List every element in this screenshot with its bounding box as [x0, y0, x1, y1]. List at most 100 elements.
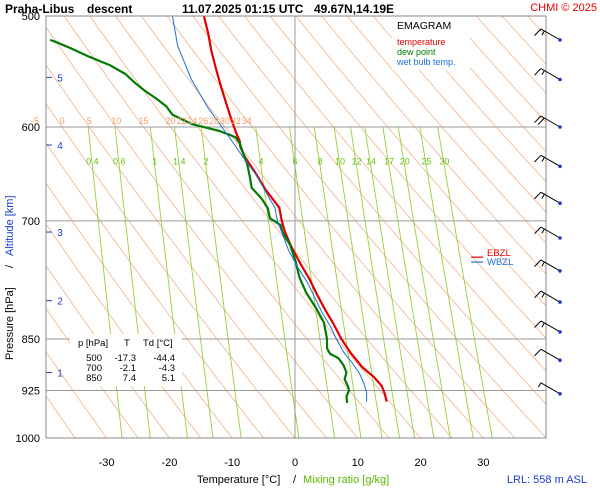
mixing-ratio-line: [174, 126, 214, 438]
dry-adiabat-label: 22: [176, 116, 186, 126]
y-axis-label-pressure: Pressure [hPa]: [4, 287, 16, 360]
dry-adiabat-label: 15: [138, 116, 148, 126]
dry-adiabat: [321, 16, 546, 275]
mixing-ratio-label: 6: [292, 156, 297, 166]
x-tick-label: 10: [352, 457, 364, 469]
mixing-ratio-label: 12: [352, 156, 362, 166]
x-axis-label-temperature: Temperature [°C]: [197, 474, 280, 486]
wind-barb-feather: [534, 68, 542, 76]
dry-adiabat-label: 32: [231, 116, 241, 126]
dry-adiabat: [63, 16, 390, 438]
legend-box: [392, 16, 470, 70]
y-tick-label: 1000: [16, 433, 40, 445]
x-tick-label: 20: [414, 457, 426, 469]
wind-barb-dot: [558, 269, 562, 273]
altitude-tick-label: 5: [57, 73, 63, 84]
y-tick-label: 600: [22, 122, 40, 134]
mixing-ratio-label: 17: [384, 156, 394, 166]
station-coords: 49.67N,14.19E: [314, 2, 394, 16]
mixing-ratio-line: [149, 126, 188, 438]
dry-adiabat: [398, 16, 546, 183]
series-wet-bulb-temp: [172, 16, 368, 402]
x-tick-label: -20: [161, 457, 177, 469]
mixing-ratio-label: 20: [400, 156, 410, 166]
wind-barb-half-feather: [541, 322, 545, 328]
mixing-ratio-label: 10: [335, 156, 345, 166]
dry-adiabat: [46, 182, 233, 438]
dry-adiabat: [46, 351, 107, 438]
mixing-ratio-label: 14: [366, 156, 376, 166]
y-tick-label: 925: [22, 386, 40, 398]
legend-dew-point: dew point: [397, 47, 436, 57]
wind-barb-half-feather: [541, 30, 545, 36]
x-tick-label: -10: [224, 457, 240, 469]
dry-adiabat-label: 28: [209, 116, 219, 126]
wind-barb-half-feather: [541, 70, 545, 76]
mixing-ratio-line: [313, 126, 362, 438]
dry-adiabat: [347, 16, 546, 244]
dry-adiabat: [46, 103, 296, 438]
ebzl-label: EBZL: [487, 248, 511, 259]
wind-barb-feather: [537, 117, 545, 126]
series-temperature: [202, 16, 388, 402]
y-tick-label: 500: [22, 11, 40, 23]
mixing-ratio-line: [397, 126, 451, 438]
altitude-tick-label: 1: [57, 369, 63, 380]
wind-barb-feather: [534, 290, 542, 299]
wind-barb-half-feather: [541, 193, 545, 199]
table-cell: 500: [86, 353, 102, 364]
mixing-ratio-label: 1: [152, 156, 157, 166]
dry-adiabat: [218, 16, 546, 405]
wind-barb-feather: [534, 348, 542, 357]
series-dew-point: [49, 38, 351, 404]
dry-adiabat: [372, 16, 546, 213]
wind-barb-dot: [558, 201, 562, 205]
mixing-ratio-label: 8: [318, 156, 323, 166]
dry-adiabat: [141, 16, 484, 438]
dry-adiabat-label: 10: [111, 116, 121, 126]
mixing-ratio-label: 2: [203, 156, 208, 166]
table-header-t: T: [124, 338, 130, 349]
dry-adiabat-label: -5: [31, 116, 39, 126]
wind-barb-half-feather: [541, 228, 545, 234]
wind-barb-feather: [534, 154, 542, 163]
dry-adiabat: [89, 16, 421, 438]
mixing-ratio-line: [255, 126, 300, 438]
altitude-tick-label: 3: [57, 228, 63, 239]
sounding-mode: descent: [87, 2, 132, 16]
wind-barb-half-feather: [541, 261, 545, 267]
dry-adiabat: [424, 16, 546, 153]
mixing-ratio-line: [87, 126, 123, 438]
wind-barb-dot: [558, 236, 562, 240]
y-axis-label: Pressure [hPa] / Altitude [km]: [4, 195, 16, 360]
wind-barb-dot: [558, 164, 562, 169]
table-cell: -17.3: [114, 353, 136, 364]
level-table: p [hPa] T Td [°C] 500 -17.3 -44.4 700 -2…: [70, 334, 182, 386]
level-table-box: [70, 334, 182, 386]
wind-barb-feather: [534, 191, 542, 200]
dry-adiabat: [450, 16, 546, 123]
dry-adiabat-label: 5: [87, 116, 92, 126]
x-tick-label: 30: [477, 457, 489, 469]
dry-adiabat-label: 20: [166, 116, 176, 126]
mixing-ratio-line: [350, 126, 400, 438]
mixing-ratio-label: 30: [439, 156, 449, 166]
wind-barb-dot: [558, 77, 562, 82]
wind-barb-half-feather: [541, 292, 545, 298]
altitude-tick-label: 2: [57, 297, 63, 308]
mixing-ratio-line: [419, 126, 474, 438]
station-name: Praha-Libus: [5, 2, 75, 16]
wind-barb-feather: [534, 259, 542, 267]
wind-barbs: [534, 28, 562, 396]
wbzl-label: WBZL: [487, 257, 513, 268]
mixing-ratio-label: 0.4: [86, 156, 99, 166]
dry-adiabat: [579, 16, 600, 438]
table-header-td: Td [°C]: [143, 338, 173, 349]
mixing-ratio-label: 0.6: [113, 156, 126, 166]
table-header-p: p [hPa]: [78, 338, 108, 349]
mixing-ratio-line: [289, 126, 336, 438]
wind-barb-feather: [534, 226, 542, 235]
table-cell: -2.1: [120, 363, 136, 374]
dry-adiabat-label: 0: [60, 116, 65, 126]
wind-barb-feather: [534, 28, 542, 36]
